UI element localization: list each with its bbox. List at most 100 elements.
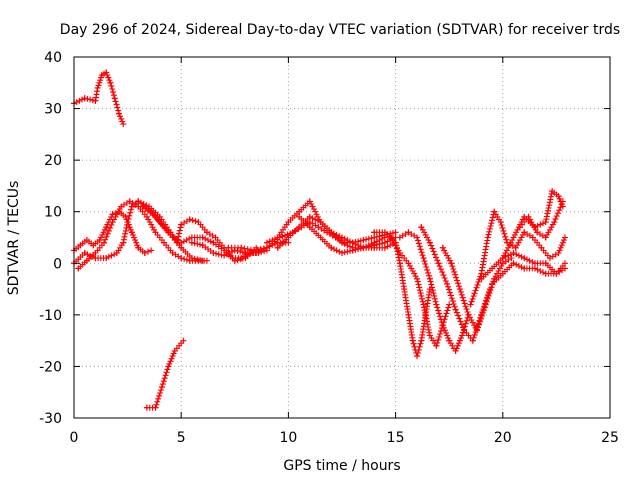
- data-point: [510, 234, 517, 241]
- data-point: [296, 208, 303, 215]
- data-point: [212, 234, 219, 241]
- series-arc-15: [396, 229, 472, 354]
- x-tick-label: 25: [601, 430, 619, 446]
- chart-title: Day 296 of 2024, Sidereal Day-to-day VTE…: [60, 22, 620, 38]
- y-tick-label: 10: [44, 205, 62, 221]
- y-tick-label: -10: [39, 308, 62, 324]
- data-point: [405, 229, 412, 236]
- data-point: [499, 260, 506, 267]
- data-series: [71, 69, 568, 411]
- data-point: [405, 311, 412, 318]
- data-point: [426, 332, 433, 339]
- data-point: [392, 229, 399, 236]
- data-point: [285, 239, 292, 246]
- data-point: [317, 234, 324, 241]
- axis-ticks: 0 5 10 15 20 25 -30 -20 -10 0 10 20 30 40: [39, 50, 619, 446]
- data-point: [381, 229, 388, 236]
- data-point: [499, 270, 506, 277]
- data-point: [553, 270, 560, 277]
- data-point: [199, 234, 206, 241]
- data-point: [371, 229, 378, 236]
- data-point: [459, 332, 466, 339]
- data-point: [439, 244, 446, 251]
- data-point: [409, 337, 416, 344]
- data-point: [521, 229, 528, 236]
- y-tick-label: 30: [44, 102, 62, 118]
- data-point: [111, 95, 118, 102]
- data-point: [360, 237, 367, 244]
- data-point: [113, 249, 120, 256]
- data-point: [306, 219, 313, 226]
- data-point: [414, 234, 421, 241]
- data-point: [188, 234, 195, 241]
- y-tick-label: 0: [53, 256, 62, 272]
- data-point: [83, 237, 90, 244]
- data-point: [165, 363, 172, 370]
- data-point: [328, 244, 335, 251]
- data-point: [388, 234, 395, 241]
- data-point: [135, 244, 142, 251]
- series-arc-3: [71, 208, 155, 256]
- data-point: [396, 234, 403, 241]
- data-point: [225, 244, 232, 251]
- data-point: [135, 198, 142, 205]
- data-point: [210, 249, 217, 256]
- data-point: [371, 244, 378, 251]
- series-arc-12: [296, 213, 388, 256]
- data-point: [109, 219, 116, 226]
- data-point: [90, 242, 97, 249]
- data-point: [146, 206, 153, 213]
- data-point: [77, 242, 84, 249]
- data-point: [126, 198, 133, 205]
- data-point: [349, 247, 356, 254]
- data-point: [116, 110, 123, 117]
- data-point: [178, 221, 185, 228]
- data-point: [433, 301, 440, 308]
- data-point: [152, 404, 159, 411]
- series-arc-7: [135, 198, 260, 264]
- data-point: [452, 347, 459, 354]
- data-point: [360, 244, 367, 251]
- data-point: [525, 213, 532, 220]
- data-point: [98, 72, 105, 79]
- data-point: [120, 239, 127, 246]
- y-tick-label: 20: [44, 153, 62, 169]
- data-point: [158, 384, 165, 391]
- data-point: [92, 249, 99, 256]
- data-point: [405, 260, 412, 267]
- data-point: [339, 249, 345, 256]
- data-point: [465, 311, 472, 318]
- data-point: [546, 255, 553, 262]
- data-point: [561, 260, 568, 267]
- data-point: [474, 327, 481, 334]
- data-point: [103, 255, 110, 262]
- y-tick-label: 40: [44, 50, 62, 66]
- data-point: [296, 224, 303, 231]
- series-arc-8: [188, 239, 292, 259]
- x-tick-label: 5: [177, 430, 186, 446]
- data-point: [328, 229, 335, 236]
- data-point: [242, 255, 249, 262]
- data-point: [448, 260, 455, 267]
- x-tick-label: 10: [279, 430, 297, 446]
- data-point: [148, 247, 155, 254]
- data-point: [156, 219, 163, 226]
- data-point: [152, 229, 159, 236]
- data-point: [169, 249, 176, 256]
- data-point: [542, 270, 549, 277]
- data-point: [381, 239, 388, 246]
- data-point: [178, 244, 185, 251]
- series-arc-1: [71, 69, 127, 128]
- data-point: [285, 234, 292, 241]
- data-point: [317, 219, 324, 226]
- data-point: [339, 239, 345, 246]
- data-point: [143, 404, 150, 411]
- data-point: [231, 257, 238, 264]
- data-point: [499, 255, 506, 262]
- series-trace: [71, 69, 126, 125]
- grid-lines: [74, 57, 610, 418]
- data-point: [242, 249, 249, 256]
- data-point: [83, 257, 90, 264]
- data-point: [221, 252, 228, 259]
- data-point: [349, 239, 356, 246]
